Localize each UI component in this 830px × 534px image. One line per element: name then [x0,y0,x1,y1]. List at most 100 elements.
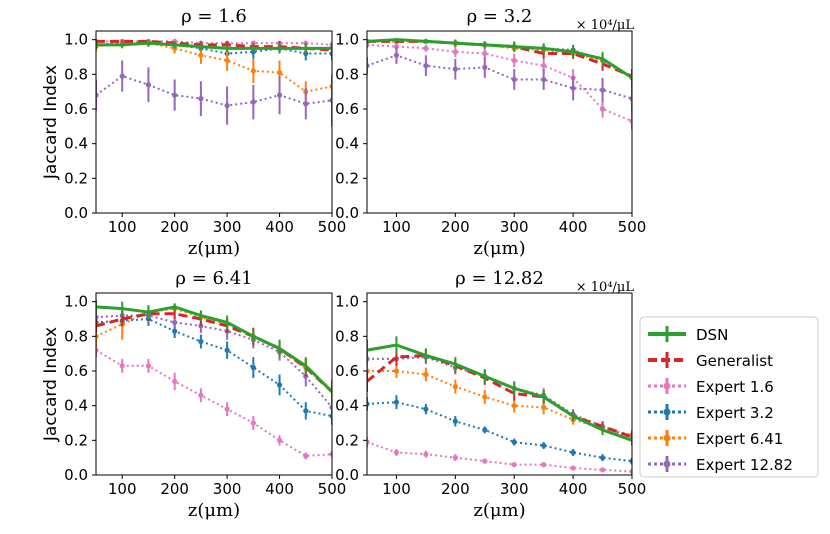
plot-area-4 [367,336,632,475]
y-tick-label: 0.8 [335,327,359,345]
data-point-expert-3-2 [393,399,400,405]
legend-item-expert-6-41: Expert 6.41 [648,430,783,448]
data-point-expert-1-6 [423,451,429,457]
y-tick-label: 0.0 [335,204,359,222]
y-tick-label: 0.6 [335,100,359,118]
plot-area-1 [96,38,332,127]
x-axis-label: z(μm) [473,238,525,259]
chart-title: ρ = 6.41 [175,268,252,289]
x-tick-label: 200 [441,480,470,498]
x-tick-label: 100 [108,480,137,498]
y-tick-label: 0.0 [64,466,88,484]
series-line-dsn [96,305,332,393]
data-point-expert-3-2 [250,364,256,371]
y-tick-label: 0.0 [335,466,359,484]
data-point-expert-3-2 [541,442,547,449]
data-point-expert-12-82 [452,66,458,72]
legend-label: Expert 3.2 [696,404,774,422]
data-point-expert-1-6 [452,49,458,55]
data-point-expert-1-6 [423,45,429,51]
data-point-expert-3-2 [511,439,517,445]
x-tick-label: 500 [618,480,647,498]
unit-note: × 10⁴/μL [576,18,635,33]
x-tick-label: 500 [318,480,347,498]
y-tick-label: 0.2 [335,431,359,449]
data-point-expert-3-2 [599,455,606,461]
legend-marker [663,460,671,468]
data-point-expert-6-41 [172,45,178,51]
data-point-expert-12-82 [172,92,178,98]
legend-marker [663,382,671,390]
legend-label: DSN [696,326,728,344]
chart-panel-1: 100 200 300 400 500 0.0 0.2 0.4 0.6 0.8 1.0 ρ = 1.6… [41,6,346,259]
series-line-generalist [367,353,632,439]
data-point-expert-1-6 [452,455,458,461]
data-point-expert-3-2 [224,347,230,353]
data-point-expert-1-6 [96,347,99,353]
data-point-expert-12-82 [172,319,178,326]
data-point-expert-1-6 [329,451,332,457]
data-point-expert-1-6 [276,437,283,443]
data-point-expert-12-82 [96,314,99,320]
x-axis-label: z(μm) [473,500,525,521]
data-point-expert-12-82 [303,101,309,107]
legend-item-expert-1-6: Expert 1.6 [648,378,774,396]
legend-item-dsn: DSN [648,326,728,344]
data-point-expert-12-82 [570,85,576,91]
data-point-expert-12-82 [511,76,517,83]
data-point-expert-3-2 [423,406,429,412]
data-point-expert-1-6 [629,118,632,124]
data-point-expert-12-82 [482,64,488,70]
x-tick-label: 500 [318,218,347,236]
x-tick-label: 300 [500,480,529,498]
data-point-expert-12-82 [541,76,547,83]
data-point-expert-1-6 [482,458,488,464]
data-point-expert-3-2 [629,458,632,464]
data-point-expert-12-82 [250,99,256,105]
data-point-expert-1-6 [303,453,309,459]
series-line-generalist [96,312,332,393]
data-point-expert-6-41 [452,384,458,390]
series-line-expert-12-82 [367,54,632,100]
y-tick-label: 0.2 [335,169,359,187]
data-point-expert-1-6 [599,467,606,473]
axes-frame [366,292,633,476]
chart-title: ρ = 3.2 [467,6,533,27]
plot-area-2 [367,37,632,130]
data-point-expert-12-82 [329,97,332,103]
y-tick-label: 0.8 [64,65,88,83]
y-axis-label: Jaccard Index [41,65,61,180]
series-line-expert-1-6 [367,441,632,473]
series-line-expert-6-41 [96,42,332,93]
data-point-expert-6-41 [482,394,488,400]
data-point-expert-3-2 [276,382,283,388]
data-point-expert-3-2 [250,49,256,55]
data-point-expert-12-82 [599,87,606,93]
x-tick-label: 200 [441,218,470,236]
y-tick-label: 0.4 [64,397,88,415]
data-point-expert-1-6 [629,468,632,475]
chart-panel-3: 100 200 300 400 500 0.0 0.2 0.4 0.6 0.8 1.0 ρ = 6.4… [41,268,346,521]
legend-label: Generalist [696,352,773,370]
y-tick-label: 0.4 [335,135,359,153]
x-tick-label: 300 [500,218,529,236]
series-line-expert-6-41 [367,40,632,79]
data-point-expert-1-6 [224,406,230,412]
data-point-expert-12-82 [393,52,400,58]
axes-frame [95,30,333,214]
y-tick-label: 0.4 [64,135,88,153]
chart-title: ρ = 1.6 [181,6,247,27]
data-point-expert-12-82 [224,102,230,109]
x-tick-label: 400 [265,218,294,236]
data-point-expert-3-2 [367,401,370,407]
data-point-expert-6-41 [393,368,400,374]
data-point-expert-12-82 [423,63,429,69]
chart-panel-4: 100 200 300 400 500 0.0 0.2 0.4 0.6 0.8 1.0 ρ = 12.… [335,268,646,521]
legend-marker [663,434,671,442]
x-tick-label: 300 [213,218,242,236]
data-point-expert-6-41 [541,404,547,410]
axes-frame [95,292,333,476]
x-tick-label: 400 [559,218,588,236]
data-point-expert-1-6 [482,50,488,57]
